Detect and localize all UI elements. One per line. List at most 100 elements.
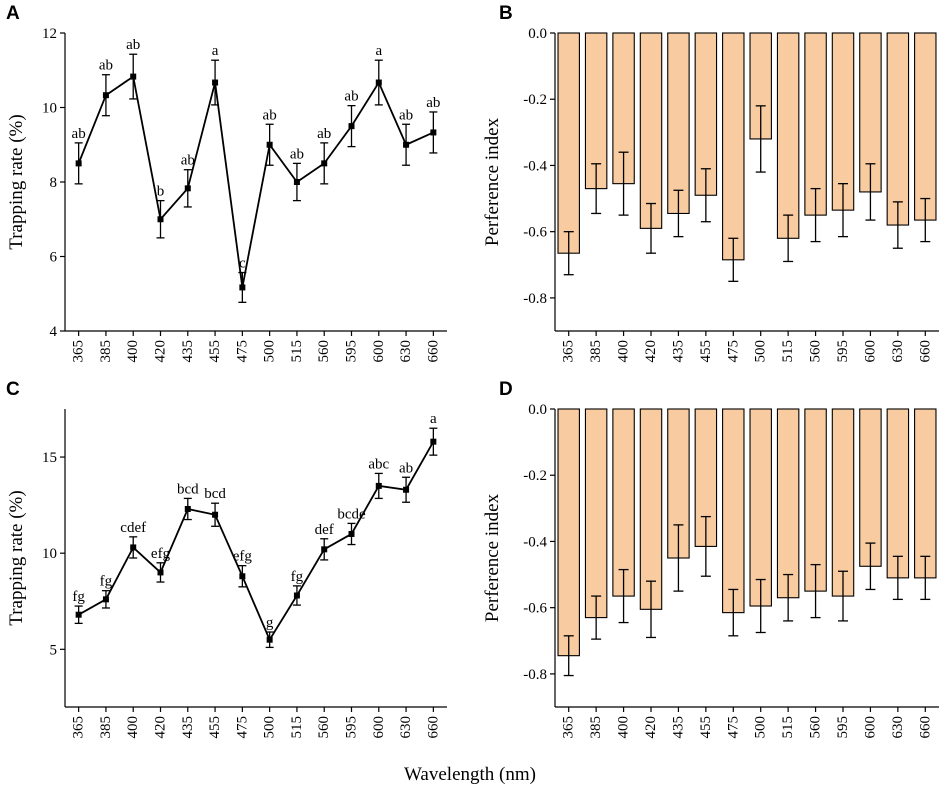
x-tick-label-475: 475 <box>234 716 250 739</box>
x-tick-label-595: 595 <box>344 716 360 739</box>
significance-label-660: ab <box>426 95 440 111</box>
x-tick-label-385: 385 <box>98 340 114 363</box>
x-tick-label-500: 500 <box>262 716 278 739</box>
y-tick-label: 8 <box>50 175 58 191</box>
x-tick-label-660: 660 <box>917 340 933 363</box>
bar-385 <box>584 408 608 619</box>
bar-660 <box>914 408 937 579</box>
significance-label-365: ab <box>72 126 86 142</box>
data-point-560 <box>321 546 328 553</box>
data-point-400 <box>130 73 137 80</box>
x-tick-label-600: 600 <box>862 340 878 363</box>
significance-label-595: ab <box>344 89 358 105</box>
y-tick-label: 12 <box>42 26 57 42</box>
x-tick-label-420: 420 <box>153 716 169 739</box>
bar-500 <box>749 408 772 607</box>
data-point-630 <box>403 486 410 493</box>
panel-b-preference-index-bar-chart: B Perference index 0.0 -0.2 -0.4 -0.6 -0.8 365 3… <box>482 3 939 363</box>
significance-label-595: bcde <box>337 506 366 522</box>
x-tick-label-630: 630 <box>398 716 414 739</box>
data-point-475 <box>239 284 246 291</box>
x-tick-label-560: 560 <box>808 340 824 363</box>
data-point-475 <box>239 573 246 580</box>
y-tick-label: 15 <box>42 450 57 466</box>
x-tick-label-420: 420 <box>153 340 169 363</box>
data-point-385 <box>102 596 109 603</box>
bar-400 <box>612 408 635 597</box>
bar-660 <box>914 32 937 221</box>
y-tick-label: 4 <box>50 324 58 340</box>
x-tick-label-630: 630 <box>890 340 906 363</box>
significance-label-560: ab <box>317 126 331 142</box>
x-tick-label-560: 560 <box>316 716 332 739</box>
bar-435 <box>667 32 690 215</box>
bar-560 <box>804 32 827 216</box>
x-tick-label-475: 475 <box>725 716 741 739</box>
y-tick-label: -0.8 <box>523 667 547 683</box>
x-tick-label-435: 435 <box>670 340 686 363</box>
bar-515 <box>776 32 800 239</box>
y-tick-label: -0.6 <box>523 601 547 617</box>
x-tick-label-660: 660 <box>425 716 441 739</box>
series-line <box>77 75 434 288</box>
bar-475 <box>722 408 745 614</box>
x-tick-label-515: 515 <box>780 716 796 739</box>
x-tick-label-475: 475 <box>725 340 741 363</box>
significance-label-630: ab <box>399 460 413 476</box>
x-tick-label-595: 595 <box>344 340 360 363</box>
significance-label-420: efg <box>151 546 171 562</box>
y-tick-label: 0.0 <box>528 26 547 42</box>
data-point-500 <box>266 636 273 643</box>
y-tick-label: 0.0 <box>528 402 547 418</box>
significance-label-500: ab <box>263 107 277 123</box>
x-tick-label-595: 595 <box>835 716 851 739</box>
bar-630 <box>886 408 910 579</box>
y-axis-title: Perference index <box>482 493 503 622</box>
y-tick-label: -0.4 <box>523 534 547 550</box>
data-point-660 <box>430 129 437 136</box>
x-tick-label-455: 455 <box>207 716 223 739</box>
panel-d-preference-index-bar-chart: D Perference index 0.0 -0.2 -0.4 -0.6 -0.8 365 3… <box>482 379 939 739</box>
x-tick-label-500: 500 <box>753 716 769 739</box>
y-tick-label: -0.6 <box>523 225 547 241</box>
x-tick-label-400: 400 <box>616 716 632 739</box>
significance-label-400: cdef <box>120 520 146 536</box>
x-tick-label-515: 515 <box>289 716 305 739</box>
x-tick-label-600: 600 <box>371 716 387 739</box>
x-tick-label-385: 385 <box>98 716 114 739</box>
significance-label-515: ab <box>290 146 304 162</box>
bar-420 <box>639 32 663 229</box>
x-tick-label-385: 385 <box>588 340 604 363</box>
panel-letter: C <box>6 379 20 400</box>
data-point-455 <box>212 511 219 518</box>
significance-label-560: def <box>315 522 334 538</box>
bar-595 <box>831 408 855 597</box>
x-tick-label-475: 475 <box>234 340 250 363</box>
significance-label-660: a <box>430 411 437 427</box>
y-axis-title: Trapping rate (%) <box>6 114 27 249</box>
significance-label-630: ab <box>399 107 413 123</box>
y-tick-label: 6 <box>50 250 58 266</box>
x-tick-label-660: 660 <box>425 340 441 363</box>
x-tick-label-435: 435 <box>180 340 196 363</box>
x-tick-label-560: 560 <box>808 716 824 739</box>
bar-515 <box>776 408 800 599</box>
bar-560 <box>804 408 827 592</box>
data-point-660 <box>430 438 437 445</box>
y-tick-label: -0.2 <box>523 468 547 484</box>
significance-label-475: efg <box>233 549 253 565</box>
x-tick-label-455: 455 <box>698 340 714 363</box>
data-point-595 <box>348 530 355 537</box>
y-tick-label: -0.8 <box>523 291 547 307</box>
panel-letter: A <box>6 3 20 24</box>
x-tick-label-515: 515 <box>289 340 305 363</box>
significance-label-365: fg <box>72 589 85 605</box>
bar-420 <box>639 408 663 610</box>
x-tick-label-500: 500 <box>262 340 278 363</box>
panel-letter: D <box>499 379 513 400</box>
x-tick-label-400: 400 <box>125 340 141 363</box>
x-tick-label-400: 400 <box>616 340 632 363</box>
x-tick-label-660: 660 <box>917 716 933 739</box>
